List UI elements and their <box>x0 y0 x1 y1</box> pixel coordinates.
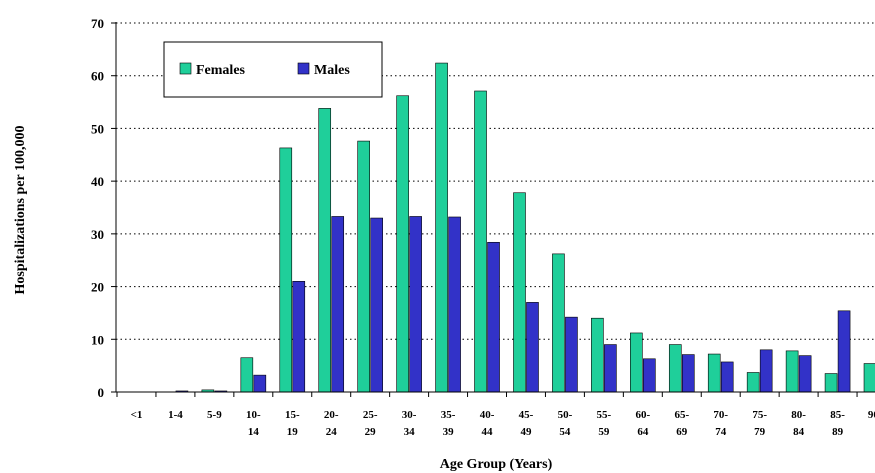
bar-males <box>720 361 734 393</box>
y-tick-label: 40 <box>91 174 104 189</box>
x-tick-label: 65- <box>674 409 689 421</box>
bar-females <box>474 90 487 393</box>
x-tick-label: 54 <box>559 426 571 438</box>
bar-females <box>435 62 448 393</box>
bar-males <box>643 358 656 393</box>
y-tick-labels: 0 10 20 30 40 50 60 70 <box>91 16 104 400</box>
x-axis-title: Age Group (Years) <box>440 457 553 472</box>
bar-males <box>759 349 773 393</box>
x-tick-label: 20- <box>324 409 339 421</box>
bar-females <box>318 108 332 393</box>
x-tick-label: 49 <box>520 426 532 438</box>
y-tick-label: 50 <box>91 121 104 136</box>
y-tick-label: 20 <box>91 280 104 295</box>
bar-males <box>331 216 345 393</box>
bar-males <box>681 354 695 393</box>
x-tick-label: 14 <box>248 426 260 438</box>
y-tick-label: 10 <box>91 332 104 347</box>
x-tick-label: 15- <box>285 409 300 421</box>
bar-females <box>279 147 293 393</box>
y-tick-label: 60 <box>91 69 104 84</box>
x-tick-label: 70- <box>713 409 728 421</box>
bar-males <box>526 302 539 393</box>
bar-males <box>409 216 422 393</box>
x-tick-label: 1-4 <box>168 409 183 421</box>
x-tick-label: 40- <box>480 409 495 421</box>
bar-males <box>253 374 267 393</box>
bar-females <box>707 353 721 393</box>
x-tick-label: 24 <box>326 426 338 438</box>
x-tick-label: 19 <box>287 426 299 438</box>
bar-males <box>370 217 383 393</box>
x-tick-label: 39 <box>443 426 455 438</box>
x-tick-label: 64 <box>637 426 649 438</box>
x-tick-label: 35- <box>441 409 456 421</box>
legend-label-females: Females <box>196 63 246 78</box>
bar-males <box>565 316 578 393</box>
y-tick-label: 70 <box>91 16 104 31</box>
bar-females <box>824 373 838 393</box>
bar-females <box>668 344 682 393</box>
x-tick-label: 60- <box>635 409 650 421</box>
x-tick-label: 55- <box>597 409 612 421</box>
x-tick-label: 25- <box>363 409 378 421</box>
bar-females <box>591 317 604 393</box>
bar-females <box>785 350 799 393</box>
x-tick-label: 5-9 <box>207 409 222 421</box>
x-tick-label: 80- <box>791 409 806 421</box>
bar-males <box>487 241 500 393</box>
bar-females <box>396 95 409 393</box>
x-tick-label: 44 <box>482 426 494 438</box>
bar-females <box>552 253 565 393</box>
y-tick-label: 0 <box>98 385 105 400</box>
legend: Females Males <box>163 41 383 98</box>
x-tick-label: 30- <box>402 409 417 421</box>
x-tick-label: 79 <box>754 426 766 438</box>
x-tick-label: 10- <box>246 409 261 421</box>
bars <box>175 62 875 393</box>
bar-females <box>746 372 760 393</box>
x-tick-labels: <1 1-4 5-9 10- 14 15- 19 20- 24 25- 29 30- 34 35- 39 40… <box>131 409 875 438</box>
x-tick-label: 59 <box>598 426 610 438</box>
bar-males <box>604 344 617 393</box>
x-tick-label: 85- <box>830 409 845 421</box>
legend-box <box>163 41 383 98</box>
bar-females <box>863 363 875 393</box>
x-tick-label: 29 <box>365 426 377 438</box>
x-tick-label: 50- <box>558 409 573 421</box>
x-tick-label: 89 <box>832 426 844 438</box>
x-tick-label: 75- <box>752 409 767 421</box>
bar-females <box>513 192 526 393</box>
bar-males <box>448 216 461 393</box>
x-tick-label: <1 <box>131 409 143 421</box>
legend-swatch-males <box>297 62 310 75</box>
bar-males <box>837 310 851 393</box>
x-tick-label: 34 <box>404 426 416 438</box>
legend-swatch-females <box>179 62 192 75</box>
legend-label-males: Males <box>314 63 350 78</box>
y-axis-title: Hospitalizations per 100,000 <box>13 126 28 295</box>
bar-females <box>630 332 643 393</box>
bar-males <box>292 280 306 393</box>
bar-males <box>798 355 812 393</box>
y-tick-label: 30 <box>91 227 104 242</box>
x-tick-label: 74 <box>715 426 727 438</box>
axes <box>111 22 875 397</box>
x-tick-label: 69 <box>676 426 688 438</box>
bar-females <box>240 357 254 393</box>
x-tick-label: 45- <box>519 409 534 421</box>
x-tick-label: 90+ <box>868 409 875 421</box>
x-tick-label: 84 <box>793 426 805 438</box>
bar-females <box>357 140 370 393</box>
